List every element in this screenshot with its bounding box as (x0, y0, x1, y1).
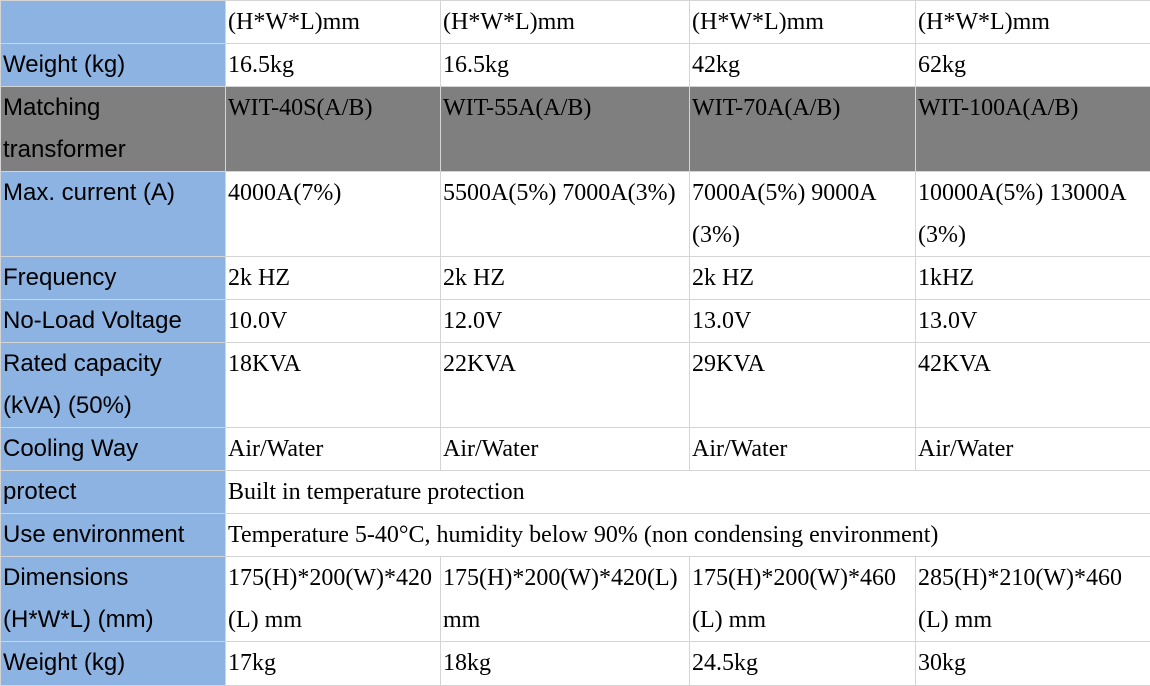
cell: 22KVA (441, 343, 690, 428)
cell: 1kHZ (916, 257, 1150, 300)
cell: 18kg (441, 642, 690, 686)
row-label: Rated capacity (kVA) (50%) (1, 343, 226, 428)
row-label: Weight (kg) (1, 44, 226, 87)
row-label: Frequency (1, 257, 226, 300)
table-row: Use environment Temperature 5-40°C, humi… (1, 514, 1150, 557)
row-label: No-Load Voltage (1, 300, 226, 343)
cell: (H*W*L)mm (226, 1, 441, 44)
cell: 175(H)*200(W)*420(L) mm (441, 557, 690, 642)
cell: 18KVA (226, 343, 441, 428)
cell: 42kg (690, 44, 916, 87)
cell: 10.0V (226, 300, 441, 343)
cell: 2k HZ (226, 257, 441, 300)
cell: 285(H)*210(W)*460(L) mm (916, 557, 1150, 642)
merged-cell: Built in temperature protection (226, 471, 1150, 514)
table-row: No-Load Voltage 10.0V 12.0V 13.0V 13.0V (1, 300, 1150, 343)
cell: 24.5kg (690, 642, 916, 686)
row-label: Matching transformer (1, 87, 226, 172)
cell: 62kg (916, 44, 1150, 87)
cell: 2k HZ (441, 257, 690, 300)
cell: 16.5kg (226, 44, 441, 87)
table-row: Weight (kg) 16.5kg 16.5kg 42kg 62kg (1, 44, 1150, 87)
table-row: Max. current (A) 4000A(7%) 5500A(5%) 700… (1, 172, 1150, 257)
cell: WIT-55A(A/B) (441, 87, 690, 172)
cell: 42KVA (916, 343, 1150, 428)
row-label (1, 1, 226, 44)
cell: 5500A(5%) 7000A(3%) (441, 172, 690, 257)
cell: WIT-70A(A/B) (690, 87, 916, 172)
row-label: Use environment (1, 514, 226, 557)
cell: Air/Water (690, 428, 916, 471)
cell: Air/Water (441, 428, 690, 471)
cell: 2k HZ (690, 257, 916, 300)
cell: (H*W*L)mm (916, 1, 1150, 44)
row-label: Cooling Way (1, 428, 226, 471)
table-row: Weight (kg) 17kg 18kg 24.5kg 30kg (1, 642, 1150, 686)
row-label: Max. current (A) (1, 172, 226, 257)
cell: 4000A(7%) (226, 172, 441, 257)
table-row: Matching transformer WIT-40S(A/B) WIT-55… (1, 87, 1150, 172)
cell: 175(H)*200(W)*420(L) mm (226, 557, 441, 642)
cell: 13.0V (690, 300, 916, 343)
cell: 10000A(5%) 13000A(3%) (916, 172, 1150, 257)
cell: 13.0V (916, 300, 1150, 343)
cell: 30kg (916, 642, 1150, 686)
row-label: Dimensions (H*W*L) (mm) (1, 557, 226, 642)
cell: WIT-40S(A/B) (226, 87, 441, 172)
cell: 16.5kg (441, 44, 690, 87)
cell: WIT-100A(A/B) (916, 87, 1150, 172)
table-row: Dimensions (H*W*L) (mm) 175(H)*200(W)*42… (1, 557, 1150, 642)
cell: 175(H)*200(W)*460(L) mm (690, 557, 916, 642)
table-row: Cooling Way Air/Water Air/Water Air/Wate… (1, 428, 1150, 471)
cell: 29KVA (690, 343, 916, 428)
table-row: (H*W*L)mm (H*W*L)mm (H*W*L)mm (H*W*L)mm (1, 1, 1150, 44)
cell: 7000A(5%) 9000A(3%) (690, 172, 916, 257)
cell: Air/Water (226, 428, 441, 471)
table-row: Frequency 2k HZ 2k HZ 2k HZ 1kHZ (1, 257, 1150, 300)
table-row: protect Built in temperature protection (1, 471, 1150, 514)
cell: (H*W*L)mm (441, 1, 690, 44)
table-row: Rated capacity (kVA) (50%) 18KVA 22KVA 2… (1, 343, 1150, 428)
cell: (H*W*L)mm (690, 1, 916, 44)
row-label: protect (1, 471, 226, 514)
row-label: Weight (kg) (1, 642, 226, 686)
cell: 12.0V (441, 300, 690, 343)
cell: 17kg (226, 642, 441, 686)
cell: Air/Water (916, 428, 1150, 471)
merged-cell: Temperature 5-40°C, humidity below 90% (… (226, 514, 1150, 557)
